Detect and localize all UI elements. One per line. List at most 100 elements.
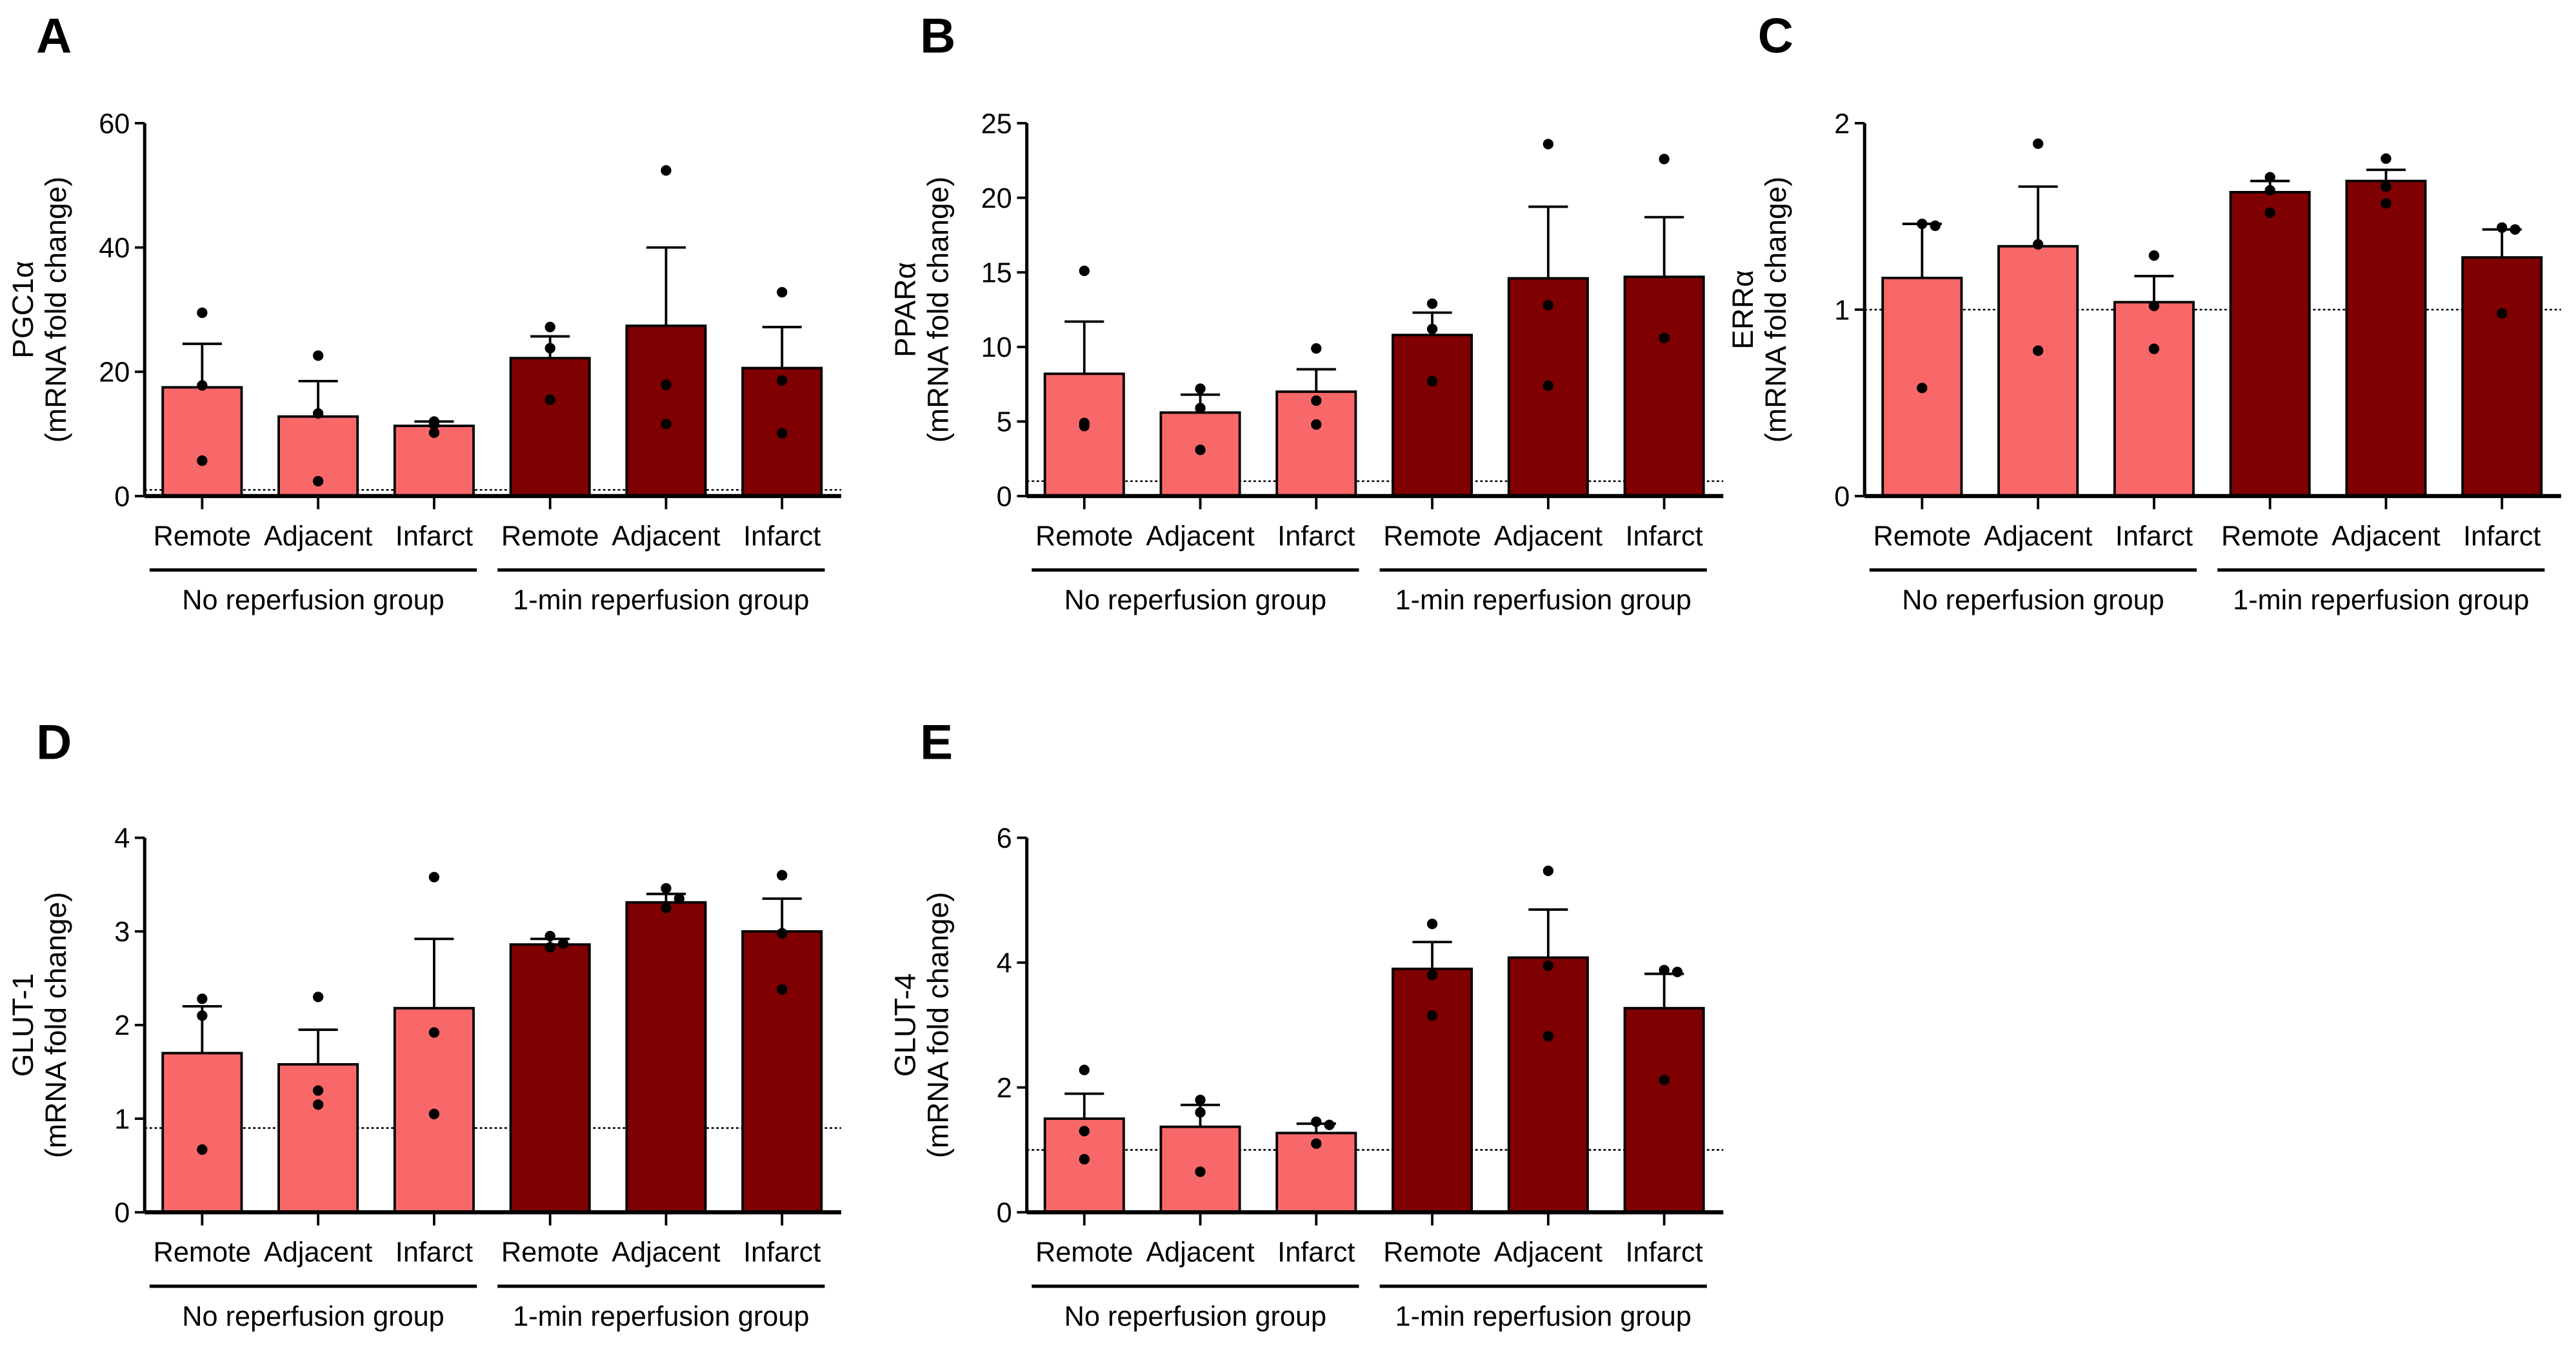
y-axis-label: PGC1α <box>6 261 39 358</box>
bar <box>1392 334 1473 497</box>
data-point <box>2497 222 2508 233</box>
x-tick-label: Infarct <box>1625 1237 1702 1268</box>
data-point <box>1195 383 1206 394</box>
x-tick-label: Remote <box>1383 521 1481 552</box>
data-point <box>1079 265 1090 277</box>
x-tick-label: Adjacent <box>612 1237 720 1268</box>
x-tick-label: Infarct <box>1277 1237 1355 1268</box>
data-point <box>428 427 440 438</box>
bar <box>161 1052 243 1214</box>
data-point <box>312 1085 324 1096</box>
bar <box>1623 1006 1705 1214</box>
data-point <box>197 380 208 391</box>
panel-letter: D <box>36 715 72 770</box>
bar <box>741 930 823 1214</box>
data-point <box>1543 960 1553 972</box>
y-tick-label: 20 <box>99 357 130 388</box>
data-point <box>1426 970 1438 981</box>
bar <box>161 386 243 497</box>
group-label: 1-min reperfusion group <box>2233 585 2529 616</box>
y-tick-label: 25 <box>981 108 1012 139</box>
x-tick-label: Infarct <box>395 1237 473 1268</box>
data-point <box>1659 964 1670 975</box>
data-point <box>197 993 208 1004</box>
y-axis-label: GLUT-1 <box>6 973 39 1077</box>
data-point <box>2264 185 2275 196</box>
data-point <box>1930 220 1941 232</box>
data-point <box>1311 419 1322 430</box>
y-axis-label: ERRα <box>1726 270 1759 349</box>
x-tick-label: Adjacent <box>264 521 372 552</box>
data-point <box>2148 301 2160 312</box>
data-point <box>197 455 208 466</box>
group-label: 1-min reperfusion group <box>1395 585 1692 616</box>
data-point <box>1543 865 1553 877</box>
data-point <box>777 984 788 995</box>
data-point <box>1311 1116 1322 1128</box>
data-point <box>428 419 440 430</box>
data-point <box>2381 153 2391 165</box>
bar <box>1392 967 1473 1214</box>
data-point <box>544 343 555 354</box>
group-label: 1-min reperfusion group <box>513 1301 809 1332</box>
data-point <box>544 321 555 333</box>
data-point <box>1311 1138 1322 1149</box>
data-point <box>1917 218 1928 230</box>
y-tick-label: 1 <box>1834 295 1850 326</box>
group-label: No reperfusion group <box>1064 1301 1326 1332</box>
data-point <box>1079 421 1090 432</box>
x-tick-label: Adjacent <box>2331 521 2440 552</box>
data-point <box>1311 395 1322 406</box>
data-point <box>777 928 788 939</box>
panel-letter: B <box>920 8 955 63</box>
data-point <box>1426 919 1438 930</box>
data-point <box>2033 239 2044 250</box>
data-point <box>661 165 672 176</box>
data-point <box>1543 139 1553 150</box>
bar <box>509 357 591 497</box>
bar <box>625 324 707 497</box>
x-tick-label: Adjacent <box>264 1237 372 1268</box>
x-tick-label: Adjacent <box>612 521 720 552</box>
bar <box>625 901 707 1214</box>
panel-letter: A <box>36 8 72 63</box>
data-point <box>544 930 555 942</box>
y-tick-label: 6 <box>997 823 1012 854</box>
data-point <box>428 1027 440 1038</box>
panel-e: E GLUT-4 (mRNA fold change) Remote Adjacent I… <box>888 715 1724 1332</box>
data-point <box>197 1010 208 1021</box>
x-tick-label: Infarct <box>1277 521 1355 552</box>
data-point <box>1426 298 1438 309</box>
data-point <box>661 379 672 390</box>
panel-letter: C <box>1758 8 1793 63</box>
group-label: No reperfusion group <box>1902 585 2164 616</box>
data-point <box>1195 1107 1206 1118</box>
x-tick-label: Infarct <box>743 1237 821 1268</box>
data-point <box>2381 181 2391 192</box>
data-point <box>2148 343 2160 354</box>
bar <box>1623 275 1705 497</box>
data-point <box>1543 1031 1553 1042</box>
x-tick-label: Remote <box>501 1237 599 1268</box>
y-tick-label: 1 <box>114 1104 130 1135</box>
y-axis-label-units: (mRNA fold change) <box>921 177 954 443</box>
data-point <box>1195 1094 1206 1106</box>
panel-d: D GLUT-1 (mRNA fold change) Remote Adjacent I… <box>6 715 841 1332</box>
x-tick-label: Remote <box>501 521 599 552</box>
data-point <box>2510 224 2521 235</box>
x-tick-label: Infarct <box>2115 521 2193 552</box>
x-tick-label: Remote <box>1383 1237 1481 1268</box>
data-point <box>1543 299 1553 311</box>
data-point <box>777 870 788 881</box>
panel-a: A PGC1α (mRNA fold change) Remote Adjacent In… <box>6 8 841 616</box>
x-tick-label: Remote <box>1873 521 1971 552</box>
x-tick-label: Adjacent <box>1494 521 1603 552</box>
y-axis-label-units: (mRNA fold change) <box>921 892 954 1159</box>
data-point <box>1311 343 1322 354</box>
data-point <box>2264 207 2275 218</box>
x-tick-label: Remote <box>154 1237 252 1268</box>
data-point <box>1426 375 1438 387</box>
data-point <box>2264 172 2275 183</box>
bar <box>2229 190 2311 497</box>
data-point <box>428 1108 440 1119</box>
